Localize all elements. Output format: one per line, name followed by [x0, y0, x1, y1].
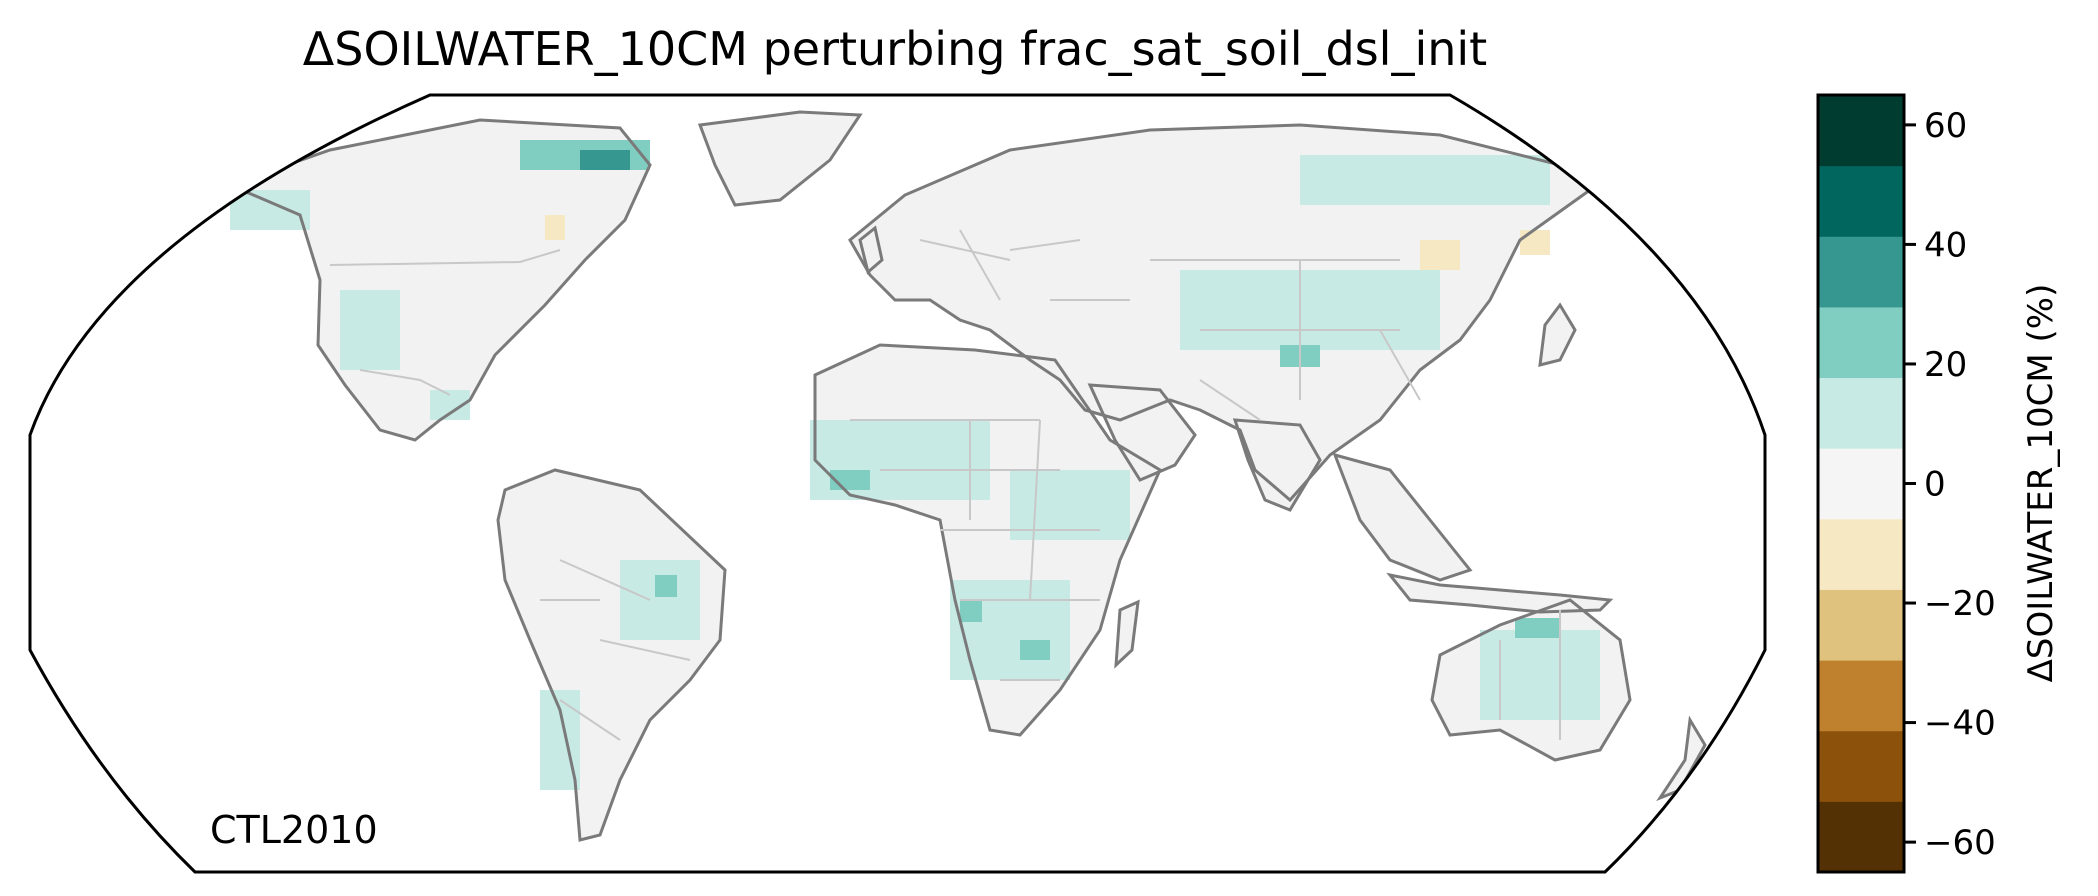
india-land: [1235, 420, 1320, 510]
borders-australia: [1499, 610, 1561, 740]
anomaly-cell: [960, 600, 982, 622]
colorbar-tick-label: 60: [1924, 106, 1967, 146]
anomaly-cell: [230, 190, 310, 230]
borders-asia: [1150, 259, 1421, 421]
colorbar-bin: [1818, 730, 1904, 802]
anomaly-cell: [1420, 240, 1460, 270]
border-us-canada: [329, 249, 561, 266]
coastline-australia: [1430, 598, 1632, 762]
colorbar-tick-label: 0: [1924, 465, 1946, 505]
southeast-asia-land: [1335, 455, 1470, 580]
run-label: CTL2010: [210, 808, 378, 852]
colorbar-bin: [1818, 377, 1904, 449]
coastline-uk: [858, 225, 884, 275]
anomaly-cell: [580, 150, 630, 170]
coastline-greenland: [697, 110, 863, 207]
coastline-eurasia: [848, 123, 1593, 503]
colorbar-swatches: [1818, 95, 1904, 873]
greenland-land: [700, 112, 860, 205]
anomaly-cell: [1020, 640, 1050, 660]
country-borders: [329, 229, 1561, 741]
anomaly-cell: [1515, 618, 1560, 638]
coastline-india: [1232, 418, 1322, 512]
anomaly-cell: [340, 290, 400, 370]
anomaly-cell: [545, 215, 565, 240]
coastlines: [225, 110, 1707, 842]
north-america-land: [230, 120, 650, 440]
colorbar-bin: [1818, 95, 1904, 167]
colorbar-tick-label: −40: [1924, 704, 1996, 744]
borders-south-america: [540, 559, 691, 741]
anomaly-cell: [1300, 155, 1550, 205]
map-title: ΔSOILWATER_10CM perturbing frac_sat_soil…: [302, 22, 1488, 76]
colorbar-bin: [1818, 589, 1904, 661]
coastline-indonesia: [1386, 572, 1614, 614]
colorbar-bin: [1818, 236, 1904, 308]
colorbar-tick-label: 20: [1924, 345, 1967, 385]
coastline-south-america: [496, 468, 727, 842]
map-boundary: [28, 93, 1767, 874]
anomaly-cell: [1180, 270, 1440, 350]
madagascar-land: [1116, 602, 1138, 665]
coastline-arabia: [1087, 383, 1197, 482]
map-content: [225, 110, 1707, 842]
colorbar-bin: [1818, 165, 1904, 237]
anomaly-cell: [1520, 230, 1550, 255]
border-us-mexico: [359, 369, 451, 396]
coastline-madagascar: [1114, 599, 1140, 669]
colorbar-bin: [1818, 660, 1904, 732]
colorbar-tick-label: −60: [1924, 823, 1996, 863]
colorbar-bin: [1818, 801, 1904, 873]
coastline-north-america: [225, 118, 652, 442]
colorbar-bin: [1818, 518, 1904, 590]
anomaly-cell: [620, 560, 700, 640]
colorbar-label: ΔSOILWATER_10CM (%): [2021, 284, 2061, 683]
colorbar-ticks: 60 40 20 0 −20 −40 −60: [1904, 106, 1996, 863]
colorbar-tick-label: 40: [1924, 225, 1967, 265]
coastline-southeast-asia: [1332, 452, 1473, 582]
borders-africa: [850, 419, 1100, 681]
coastline-japan: [1538, 302, 1577, 367]
colorbar-bin: [1818, 306, 1904, 379]
coastline-new-zealand: [1656, 715, 1707, 802]
borders-europe: [919, 229, 1130, 301]
colorbar-bin: [1818, 448, 1904, 520]
new-zealand-land: [1660, 720, 1705, 798]
anomaly-cell: [1010, 470, 1130, 540]
anomaly-cell: [655, 575, 677, 597]
arabia-land: [1090, 385, 1195, 480]
world-map: [28, 93, 1767, 874]
colorbar-tick-label: −20: [1924, 584, 1996, 624]
coastline-africa: [813, 343, 1162, 737]
